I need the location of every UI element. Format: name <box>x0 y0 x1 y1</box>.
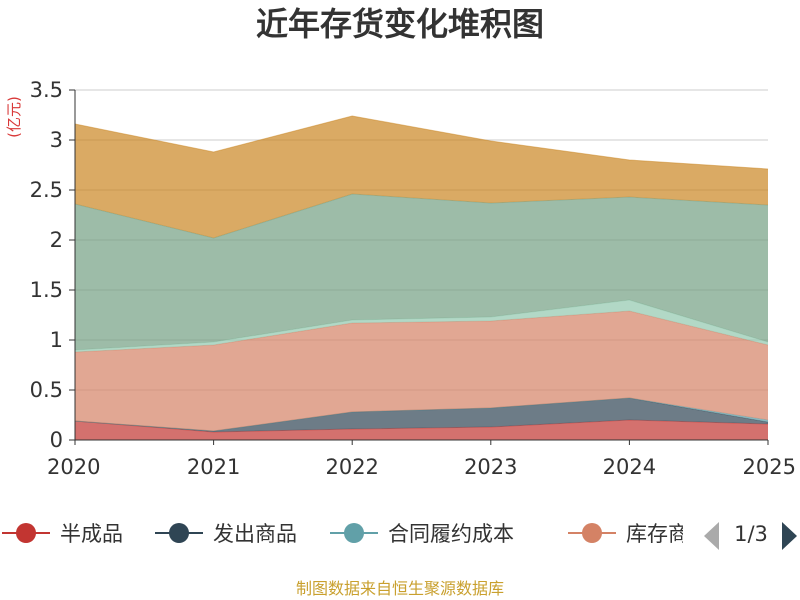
data-source-note: 制图数据来自恒生聚源数据库 <box>296 579 504 598</box>
x-tick-label: 2022 <box>325 455 378 479</box>
area-原材料 <box>75 194 768 350</box>
y-tick-label: 2 <box>50 228 63 252</box>
y-tick-label: 0 <box>50 428 63 452</box>
area-半成品 <box>75 420 768 440</box>
x-tick-label: 2021 <box>187 455 240 479</box>
legend-prev-icon[interactable] <box>704 522 719 550</box>
y-axis-unit: (亿元) <box>5 96 23 138</box>
legend-marker-半成品 <box>16 523 36 543</box>
legend-marker-发出商品 <box>169 523 189 543</box>
y-tick-label: 1 <box>50 328 63 352</box>
x-tick-label: 2024 <box>603 455 656 479</box>
area-周转材料 <box>75 116 768 238</box>
legend-marker-合同履约成本 <box>344 523 364 543</box>
legend-label: 发出商品 <box>213 522 297 546</box>
axes: 0 0.5 1 1.5 2 2.5 3 3.5 2020 2021 2022 2023 2024 2025 <box>30 78 796 479</box>
y-tick-label: 3.5 <box>30 78 63 102</box>
legend-label: 半成品 <box>60 522 123 546</box>
x-tick-label: 2023 <box>464 455 517 479</box>
y-tick-label: 1.5 <box>30 278 63 302</box>
legend-marker-库存商 <box>582 523 602 543</box>
y-tick-label: 2.5 <box>30 178 63 202</box>
area-库存商品 <box>75 311 768 431</box>
x-tick-label: 2025 <box>743 455 796 479</box>
stacked-areas <box>74 115 769 440</box>
area-发出商品 <box>75 398 768 432</box>
legend-items: 半成品 发出商品 合同履约成本 库存商 <box>2 522 689 546</box>
chart-title: 近年存货变化堆积图 <box>256 5 544 43</box>
line-周转材料 <box>74 115 769 170</box>
legend-page-indicator: 1/3 <box>734 522 768 546</box>
area-在产品 <box>75 300 768 352</box>
y-tick-label: 0.5 <box>30 378 63 402</box>
x-tick-label: 2020 <box>47 455 100 479</box>
y-tick-label: 3 <box>50 128 63 152</box>
legend-next-icon[interactable] <box>782 522 797 550</box>
legend-label: 合同履约成本 <box>388 522 514 546</box>
legend-label: 库存商 <box>626 522 689 546</box>
legend: 半成品 发出商品 合同履约成本 库存商 1/3 <box>2 522 797 550</box>
